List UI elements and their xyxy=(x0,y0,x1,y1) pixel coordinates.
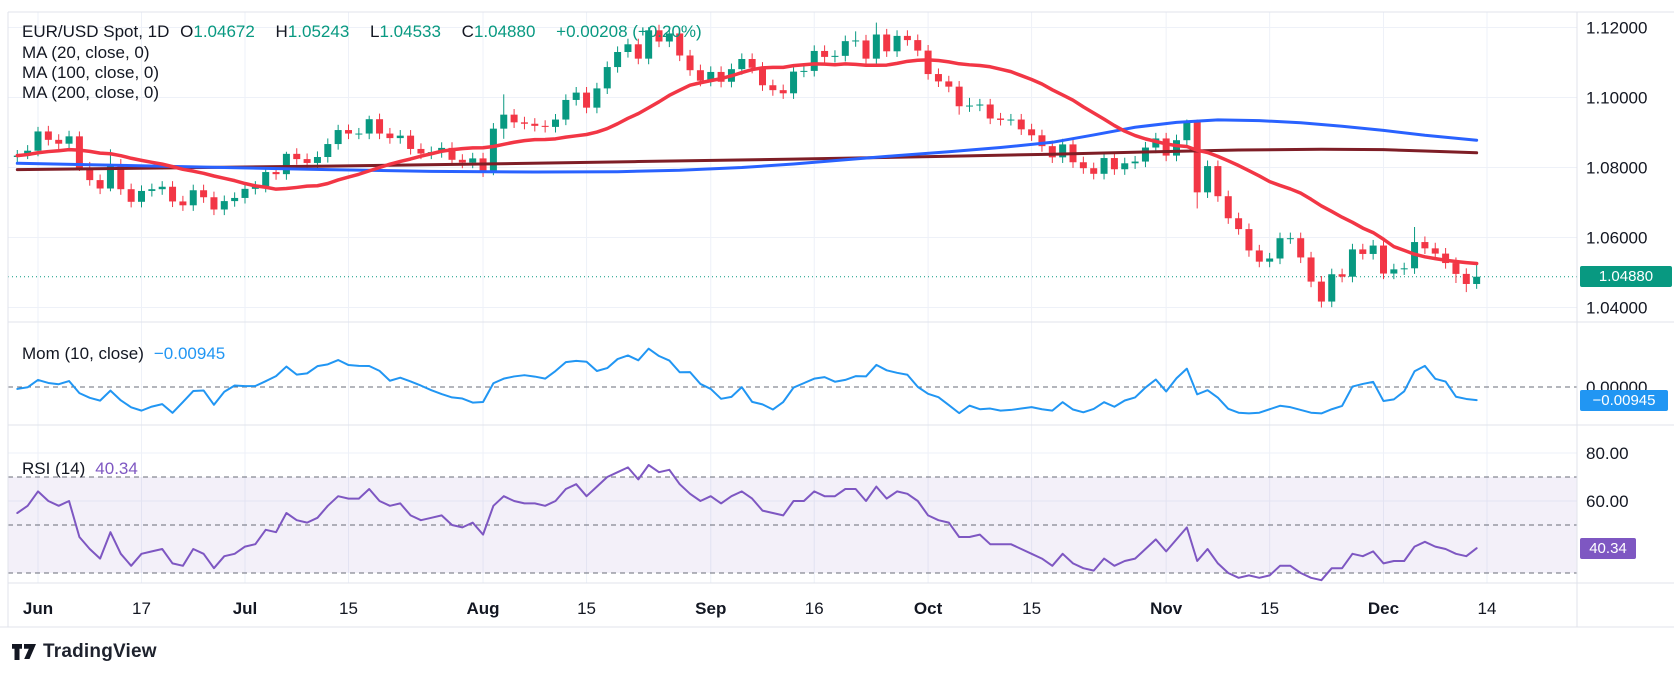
svg-text:14: 14 xyxy=(1478,599,1497,618)
last-price-badge: 1.04880 xyxy=(1580,266,1672,287)
svg-text:17: 17 xyxy=(132,599,151,618)
rsi-legend[interactable]: RSI (14) 40.34 xyxy=(22,459,138,479)
svg-text:Dec: Dec xyxy=(1368,599,1399,618)
svg-text:Jul: Jul xyxy=(233,599,258,618)
svg-text:60.00: 60.00 xyxy=(1586,492,1629,511)
symbol-title: EUR/USD Spot, 1D xyxy=(22,22,170,41)
price-pane[interactable] xyxy=(8,12,1577,322)
momentum-legend[interactable]: Mom (10, close) −0.00945 xyxy=(22,344,225,364)
ohlc-high: H1.05243 xyxy=(275,22,350,41)
ohlc-low: L1.04533 xyxy=(370,22,441,41)
tradingview-logo-text: TradingView xyxy=(43,641,157,662)
momentum-value: −0.00945 xyxy=(153,344,226,363)
tradingview-logo[interactable]: TradingView xyxy=(12,641,157,663)
svg-text:Oct: Oct xyxy=(914,599,943,618)
ohlc-open: O1.04672 xyxy=(180,22,255,41)
rsi-badge: 40.34 xyxy=(1580,538,1636,559)
rsi-pane[interactable] xyxy=(8,425,1577,583)
svg-text:1.08000: 1.08000 xyxy=(1586,159,1647,178)
momentum-pane[interactable] xyxy=(8,322,1577,425)
svg-text:Sep: Sep xyxy=(695,599,726,618)
svg-text:Nov: Nov xyxy=(1150,599,1183,618)
momentum-label: Mom (10, close) xyxy=(22,344,144,363)
svg-text:15: 15 xyxy=(1260,599,1279,618)
svg-text:1.06000: 1.06000 xyxy=(1586,229,1647,248)
svg-text:1.12000: 1.12000 xyxy=(1586,19,1647,38)
svg-text:15: 15 xyxy=(577,599,596,618)
rsi-label: RSI (14) xyxy=(22,459,86,478)
ma100-legend[interactable]: MA (100, close, 0) xyxy=(22,63,160,82)
svg-text:15: 15 xyxy=(339,599,358,618)
ma20-legend[interactable]: MA (20, close, 0) xyxy=(22,43,150,62)
tradingview-logo-icon xyxy=(12,643,36,660)
change-value: +0.00208 (+0.20%) xyxy=(556,22,702,41)
svg-text:Jun: Jun xyxy=(23,599,53,618)
svg-text:1.04000: 1.04000 xyxy=(1586,299,1647,318)
svg-text:Aug: Aug xyxy=(467,599,500,618)
time-axis-scale[interactable] xyxy=(8,583,1577,627)
svg-text:1.10000: 1.10000 xyxy=(1586,89,1647,108)
symbol-legend[interactable]: EUR/USD Spot, 1D O1.04672 H1.05243 L1.04… xyxy=(22,22,708,42)
svg-text:16: 16 xyxy=(805,599,824,618)
svg-text:80.00: 80.00 xyxy=(1586,444,1629,463)
ma200-legend[interactable]: MA (200, close, 0) xyxy=(22,83,160,102)
momentum-badge: −0.00945 xyxy=(1580,390,1668,411)
rsi-value: 40.34 xyxy=(95,459,138,478)
price-axis-scale[interactable] xyxy=(1577,12,1674,583)
ohlc-close: C1.04880 xyxy=(461,22,536,41)
svg-text:15: 15 xyxy=(1022,599,1041,618)
